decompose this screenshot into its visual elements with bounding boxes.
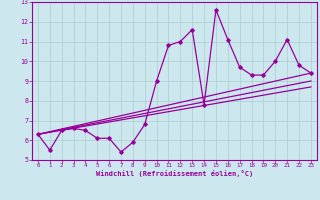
X-axis label: Windchill (Refroidissement éolien,°C): Windchill (Refroidissement éolien,°C) — [96, 170, 253, 177]
